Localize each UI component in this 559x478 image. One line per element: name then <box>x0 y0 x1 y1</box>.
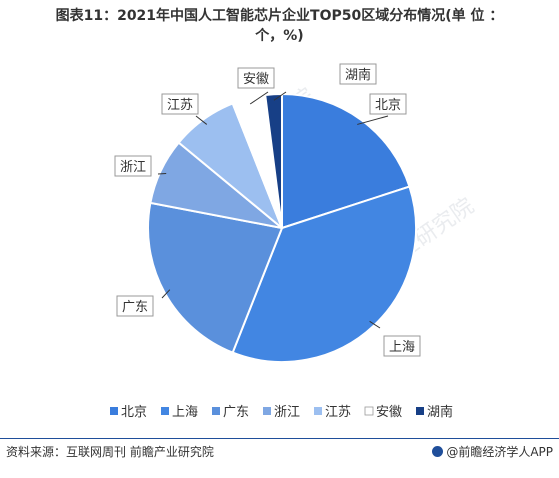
legend-swatch <box>365 407 373 415</box>
callout-label: 浙江 <box>120 160 146 175</box>
legend-label: 北京 <box>121 405 147 420</box>
footer-divider <box>0 438 559 439</box>
chart-legend: 北京 上海 广东 浙江 江苏 安徽 湖南 <box>110 404 453 420</box>
legend-swatch <box>212 407 220 415</box>
callout-label: 广东 <box>122 300 148 315</box>
brand-logo-icon <box>432 446 443 457</box>
legend-swatch <box>314 407 322 415</box>
brand-credit: @前瞻经济学人APP <box>432 443 553 460</box>
pie-slices <box>148 94 416 362</box>
legend-swatch <box>416 407 424 415</box>
legend-swatch <box>263 407 271 415</box>
legend-label: 浙江 <box>274 405 300 420</box>
brand-credit-text: @前瞻经济学人APP <box>446 445 553 459</box>
callout-label: 北京 <box>375 98 401 113</box>
legend-label: 上海 <box>172 405 198 420</box>
callout-label: 上海 <box>389 340 415 355</box>
legend-label: 湖南 <box>427 404 453 420</box>
callout-label: 安徽 <box>243 72 269 87</box>
source-note: 资料来源：互联网周刊 前瞻产业研究院 <box>6 443 214 460</box>
legend-swatch <box>161 407 169 415</box>
legend-label: 广东 <box>223 405 249 420</box>
legend-swatch <box>110 407 118 415</box>
callout-label: 湖南 <box>345 67 371 83</box>
legend-label: 安徽 <box>376 405 402 420</box>
callout-label: 江苏 <box>167 97 193 113</box>
legend-label: 江苏 <box>325 404 351 420</box>
